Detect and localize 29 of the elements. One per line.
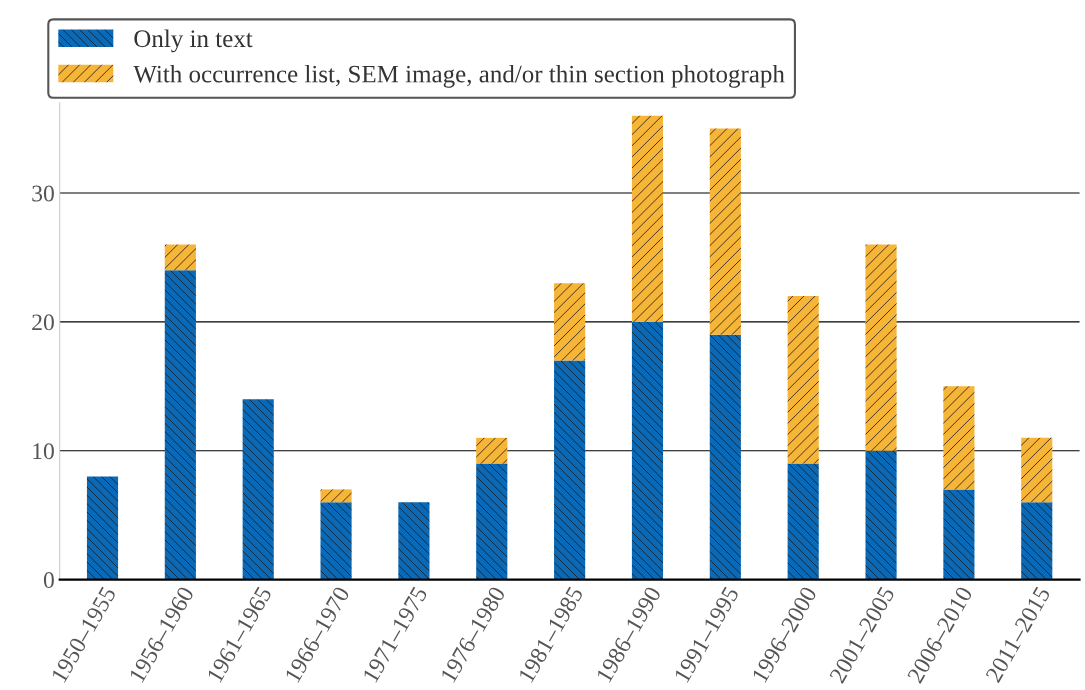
bar (476, 437, 508, 464)
bar (554, 283, 586, 361)
bar (1021, 502, 1053, 580)
bar (164, 244, 196, 271)
y-tick-label: 30 (32, 185, 54, 202)
bar (865, 450, 897, 580)
bar (631, 321, 664, 580)
bar (320, 502, 352, 580)
bar (865, 244, 897, 451)
bar (1021, 437, 1053, 503)
legend-label: With occurrence list, SEM image, and/or thin section photograph (133, 64, 785, 88)
bar (709, 334, 741, 580)
y-tick-label: 0 (43, 572, 54, 589)
legend-label: Only in text (134, 29, 253, 53)
bar (943, 386, 975, 490)
bar (164, 270, 196, 580)
bar (398, 502, 430, 580)
bar (476, 463, 508, 580)
y-tick-label: 20 (32, 314, 54, 331)
y-tick-label: 10 (33, 443, 54, 460)
bar (554, 360, 586, 580)
bar (631, 115, 664, 322)
bar (86, 476, 119, 580)
bar (709, 128, 741, 335)
bar (320, 489, 352, 503)
bar (787, 296, 819, 464)
bar (787, 463, 819, 580)
bar (242, 399, 274, 580)
bar (943, 489, 975, 580)
